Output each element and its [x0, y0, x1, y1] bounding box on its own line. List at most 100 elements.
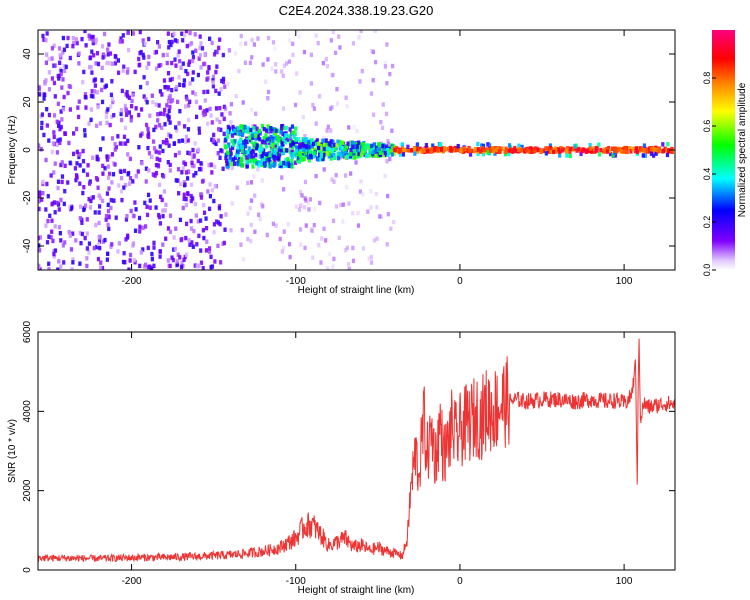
spectrogram-cell: [260, 139, 264, 144]
spectrogram-cell: [205, 239, 209, 244]
spectrogram-cell: [235, 185, 239, 190]
spectrogram-cell: [249, 198, 254, 203]
spectrogram-cell: [406, 144, 410, 150]
spectrogram-cell: [167, 115, 171, 120]
spectrogram-cell: [208, 106, 212, 112]
spectrogram-cell: [258, 131, 262, 136]
spectrogram-cell: [337, 235, 341, 241]
spectrogram-cell: [61, 50, 65, 55]
spectrogram-cell: [240, 124, 245, 129]
spectrogram-cell: [50, 46, 55, 51]
spectrogram-cell: [358, 189, 363, 194]
spectrogram-cell: [92, 89, 97, 94]
spectrogram-cell: [190, 163, 194, 168]
spectrogram-cell: [663, 147, 667, 152]
spectrogram-cell: [57, 259, 61, 264]
spectrogram-cell: [321, 138, 325, 143]
spectrogram-cell: [498, 149, 502, 154]
spectrogram-cell: [302, 147, 306, 153]
spectrogram-cell: [313, 150, 317, 155]
spectrogram-cell: [122, 185, 126, 190]
spectrogram-cell: [126, 172, 130, 177]
spectrogram-cell: [329, 156, 333, 161]
spectrogram-cell: [151, 99, 155, 105]
spectrogram-cell: [118, 39, 122, 44]
spectrogram-cell: [230, 133, 235, 138]
spectrogram-cell: [346, 141, 350, 146]
spectrogram-cell: [224, 212, 228, 217]
spectrogram-cell: [324, 142, 328, 147]
spectrogram-cell: [241, 256, 246, 262]
spectrogram-cell: [226, 150, 230, 155]
spectrogram-cell: [72, 131, 76, 136]
spectrogram-cell: [199, 248, 203, 253]
spectrogram-cell: [304, 223, 308, 228]
spectrogram-cell: [202, 61, 206, 67]
spectrogram-cell: [258, 128, 262, 134]
spectrogram-cell: [311, 141, 316, 147]
spectrogram-cell: [93, 210, 97, 215]
spectrogram-cell: [206, 89, 210, 94]
spectrogram-cell: [544, 146, 548, 151]
spectrogram-cell: [130, 98, 134, 104]
spectrogram-cell: [61, 35, 65, 41]
spectrogram-cell: [248, 205, 252, 211]
spectrogram-cell: [109, 92, 114, 98]
spectrogram-cell: [303, 179, 308, 185]
spectrogram-y-ticks: -40 -20 0 20 40: [22, 48, 675, 253]
spectrogram-cell: [229, 228, 233, 233]
spectrogram-cell: [642, 143, 647, 148]
spectrogram-cell: [381, 153, 385, 158]
spectrogram-cell: [412, 147, 417, 152]
spectrogram-cell: [322, 152, 326, 158]
spectrogram-cell: [44, 157, 48, 163]
spectrogram-cell: [375, 236, 379, 241]
spectrogram-cell: [188, 151, 192, 156]
spectrogram-cell: [661, 148, 665, 154]
spectrogram-cell: [191, 244, 195, 249]
spectrogram-cell: [38, 199, 41, 204]
spectrogram-cell: [202, 109, 206, 114]
colorbar-label: Normalized spectral amplitude: [737, 82, 748, 217]
spectrogram-cell: [349, 140, 353, 145]
spectrogram-cell: [519, 148, 524, 153]
spectrogram-cell: [107, 214, 111, 219]
spectrogram-cell: [322, 167, 326, 172]
spectrogram-cell: [161, 208, 165, 213]
spectrogram-cell: [172, 141, 177, 146]
spectrogram-cell: [138, 30, 142, 35]
spectrogram-cell: [197, 130, 202, 135]
spectrogram-cell: [117, 183, 121, 188]
spectrogram-cell: [238, 139, 242, 144]
spectrogram-cell: [173, 57, 177, 62]
spectrogram-cell: [148, 205, 152, 210]
spectrogram-x-label: Height of straight line (km): [298, 285, 415, 296]
spectrogram-cell: [401, 152, 405, 157]
spectrogram-cell: [421, 148, 425, 154]
spectrogram-cell: [299, 203, 304, 208]
spectrogram-cell: [181, 205, 185, 211]
spectrogram-cell: [261, 62, 265, 67]
spectrogram-cell: [309, 52, 313, 57]
spectrogram-cell: [300, 157, 304, 162]
spectrogram-cell: [289, 143, 293, 148]
spectrogram-cell: [197, 233, 201, 239]
spectrogram-cell: [526, 146, 530, 152]
spectrogram-cell: [262, 126, 266, 132]
spectrogram-cell: [262, 148, 266, 153]
spectrogram-cell: [89, 195, 94, 201]
spectrogram-cell: [137, 215, 142, 221]
spectrogram-cell: [124, 92, 128, 97]
spectrogram-cell: [84, 105, 88, 110]
spectrogram-cell: [239, 124, 243, 129]
spectrogram-cell: [218, 119, 222, 125]
spectrogram-cell: [214, 106, 219, 111]
spectrogram-cell: [170, 87, 174, 93]
spectrogram-cell: [220, 112, 224, 117]
spectrogram-cell: [180, 138, 185, 143]
spectrogram-cell: [306, 147, 310, 153]
spectrogram-cell: [219, 214, 223, 219]
spectrogram-cell: [286, 222, 290, 227]
spectrogram-cell: [182, 124, 187, 129]
spectrogram-cell: [128, 258, 132, 263]
